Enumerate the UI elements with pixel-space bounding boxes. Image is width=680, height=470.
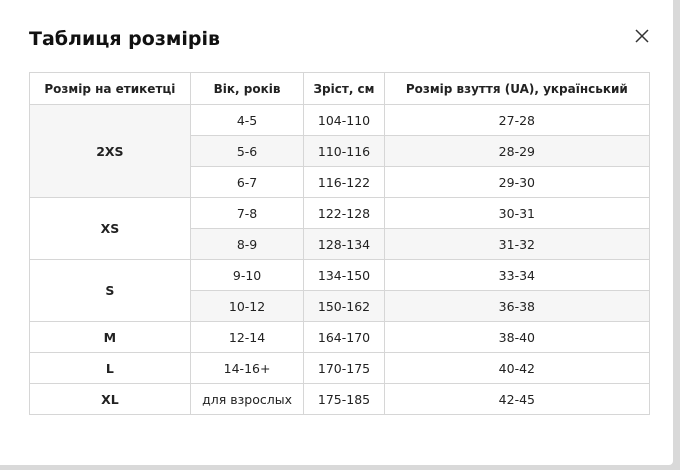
- table-cell: 104-110: [303, 104, 385, 136]
- column-header: Вік, років: [189, 72, 305, 105]
- table-cell: 128-134: [303, 228, 385, 260]
- table-body: 2XS 4-5 104-110 27-28 5-6 110-116 28-29 6-7 116-…: [29, 104, 651, 415]
- table-cell: 40-42: [383, 352, 651, 384]
- table-cell: 150-162: [303, 290, 385, 322]
- table-cell: 134-150: [303, 259, 385, 291]
- table-cell: 33-34: [383, 259, 651, 291]
- table-cell: 12-14: [189, 321, 305, 353]
- table-cell: 170-175: [303, 352, 385, 384]
- table-row: M 12-14 164-170 38-40: [29, 321, 651, 353]
- column-header: Розмір взуття (UA), український: [383, 72, 651, 105]
- table-cell: для взрослых: [189, 383, 305, 415]
- table-cell: 31-32: [383, 228, 651, 260]
- table-cell: 9-10: [189, 259, 305, 291]
- table-row: XS 7-8 122-128 30-31: [29, 197, 651, 260]
- table-cell: 116-122: [303, 166, 385, 198]
- table-row: 5-6 110-116 28-29: [29, 135, 651, 167]
- table-cell: 110-116: [303, 135, 385, 167]
- table-cell: 42-45: [383, 383, 651, 415]
- size-cell: XS: [29, 197, 191, 260]
- header-row: Розмір на етикетці Вік, років Зріст, см Роз…: [29, 72, 651, 105]
- table-cell: 6-7: [189, 166, 305, 198]
- modal: Таблиця розмірів Розмір на етикетці Вік, …: [0, 0, 673, 465]
- size-cell: M: [29, 321, 191, 353]
- table-row: S 9-10 134-150 33-34: [29, 259, 651, 322]
- size-table: Розмір на етикетці Вік, років Зріст, см Роз…: [29, 72, 651, 415]
- table-cell: 27-28: [383, 104, 651, 136]
- size-cell: S: [29, 259, 191, 322]
- table-cell: 4-5: [189, 104, 305, 136]
- modal-title: Таблиця розмірів: [29, 28, 221, 50]
- table-cell: 14-16+: [189, 352, 305, 384]
- table-cell: 8-9: [189, 228, 305, 260]
- table-row: 6-7 116-122 29-30: [30, 166, 651, 198]
- table-row: 2XS 4-5 104-110 27-28: [29, 104, 651, 198]
- table-cell: 38-40: [383, 321, 651, 353]
- table-cell: 36-38: [383, 290, 651, 322]
- size-cell: L: [29, 352, 191, 384]
- size-cell: XL: [29, 383, 191, 415]
- table-cell: 29-30: [383, 166, 651, 198]
- table-cell: 164-170: [303, 321, 385, 353]
- table-cell: 10-12: [189, 290, 305, 322]
- table-row: L 14-16+ 170-175 40-42: [29, 352, 651, 384]
- table-cell: 122-128: [303, 197, 385, 229]
- close-button[interactable]: [632, 26, 652, 46]
- table-cell: 5-6: [189, 135, 305, 167]
- table-cell: 30-31: [383, 197, 651, 229]
- table-cell: 175-185: [303, 383, 385, 415]
- column-header: Розмір на етикетці: [29, 72, 191, 105]
- size-cell: 2XS: [29, 104, 191, 198]
- table-row: XL для взрослых 175-185 42-45: [29, 383, 651, 415]
- table-cell: 7-8: [189, 197, 305, 229]
- column-header: Зріст, см: [303, 72, 385, 105]
- table-cell: 28-29: [383, 135, 651, 167]
